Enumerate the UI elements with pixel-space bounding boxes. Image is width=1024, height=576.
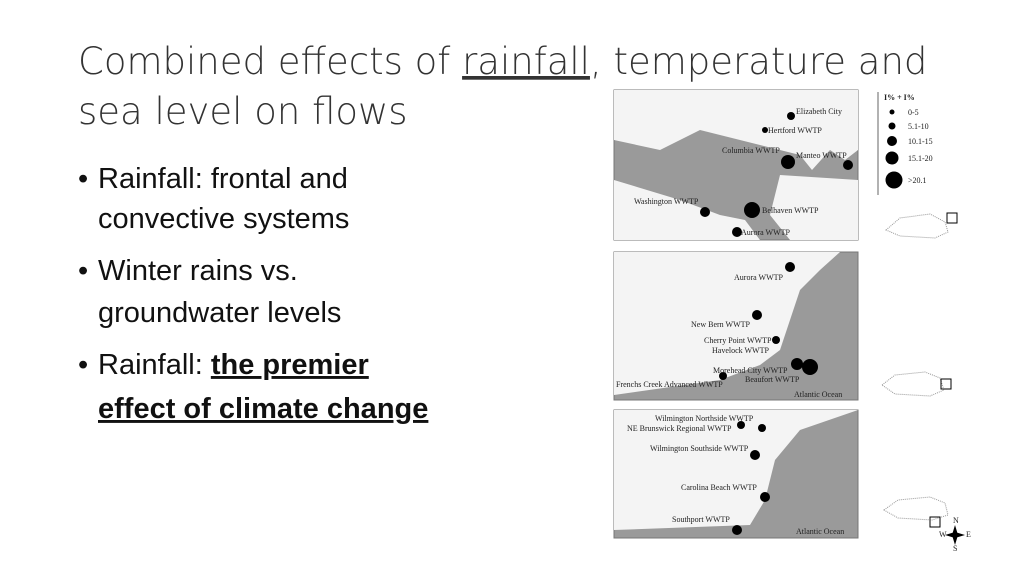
- bullet-emphasis: the premier: [211, 349, 369, 381]
- legend-item: 5.1-10: [908, 122, 929, 131]
- map-label: Morehead City WWTP: [713, 366, 788, 375]
- map-label: Aurora WWTP: [741, 228, 791, 237]
- compass-label: E: [966, 530, 971, 539]
- bullet-prefix: Rainfall:: [98, 349, 211, 381]
- legend-item: 15.1-20: [908, 154, 933, 163]
- map-label: Aurora WWTP: [734, 273, 784, 282]
- map-label: Havelock WWTP: [712, 346, 769, 355]
- map-labels: Elizabeth City Hertford WWTP Columbia WW…: [616, 107, 847, 536]
- site-dot: [744, 202, 760, 218]
- legend-item: 10.1-15: [908, 137, 933, 146]
- bullet-text: Rainfall: frontal and: [98, 163, 348, 195]
- legend-title: I% + I%: [884, 93, 915, 102]
- title-part: , temperature and: [590, 40, 927, 83]
- site-dot: [781, 155, 795, 169]
- bullet-dot: •: [78, 163, 88, 195]
- site-dot: [750, 450, 760, 460]
- site-dot: [719, 372, 727, 380]
- site-dot: [732, 525, 742, 535]
- site-dot: [785, 262, 795, 272]
- map-panel: [613, 251, 859, 401]
- bullet-text: groundwater levels: [98, 297, 341, 329]
- map-label: Elizabeth City: [796, 107, 842, 116]
- bullet-dot: •: [78, 255, 88, 287]
- legend-item: >20.1: [908, 176, 927, 185]
- site-dot: [700, 207, 710, 217]
- compass-label: N: [953, 516, 959, 525]
- bullet-dot: •: [78, 349, 88, 381]
- title-part: rainfall: [462, 40, 590, 83]
- map-label: New Bern WWTP: [691, 320, 751, 329]
- site-dot: [772, 336, 780, 344]
- site-dot: [760, 492, 770, 502]
- sites: [700, 112, 853, 535]
- map-label: NE Brunswick Regional WWTP: [627, 424, 732, 433]
- site-dot: [762, 127, 768, 133]
- site-dot: [737, 421, 745, 429]
- site-dot: [752, 310, 762, 320]
- inset-boxes: [929, 212, 958, 528]
- site-dot: [787, 112, 795, 120]
- map-label: Frenchs Creek Advanced WWTP: [616, 380, 723, 389]
- map-label: Cherry Point WWTP: [704, 336, 772, 345]
- bullet-text: Rainfall: the premier: [98, 349, 369, 381]
- map-label: Columbia WWTP: [722, 146, 780, 155]
- bullet-emphasis: effect of climate change: [98, 393, 428, 425]
- title-part: Combined effects of: [78, 40, 462, 83]
- compass-label: W: [939, 530, 947, 539]
- map-label: Belhaven WWTP: [762, 206, 819, 215]
- compass-label: S: [953, 544, 957, 553]
- map-label: Southport WWTP: [672, 515, 730, 524]
- title: sea level on flows: [78, 90, 408, 133]
- bullet-text: convective systems: [98, 203, 349, 235]
- site-dot: [843, 160, 853, 170]
- map-label: Atlantic Ocean: [794, 390, 842, 399]
- inset-maps: [881, 213, 949, 521]
- map-label: Hertford WWTP: [768, 126, 822, 135]
- map-label: Wilmington Northside WWTP: [655, 414, 754, 423]
- compass: N E S W: [939, 516, 971, 553]
- map-label: Atlantic Ocean: [796, 527, 844, 536]
- map-label: Carolina Beach WWTP: [681, 483, 757, 492]
- map-label: Wilmington Southside WWTP: [650, 444, 749, 453]
- bullet-text: Winter rains vs.: [98, 255, 298, 287]
- bullets: • Rainfall: frontal and convective syste…: [78, 163, 428, 425]
- map-label: Manteo WWTP: [796, 151, 847, 160]
- map-label: Beaufort WWTP: [745, 375, 800, 384]
- title: Combined effects of rainfall, temperatur…: [78, 40, 927, 83]
- map-panel: [613, 89, 859, 241]
- legend-item: 0-5: [908, 108, 919, 117]
- site-dot: [758, 424, 766, 432]
- legend: I% + I% 0-5 5.1-10 10.1-15 15.1-20 >20.1: [877, 92, 933, 195]
- map-label: Washington WWTP: [634, 197, 699, 206]
- site-dot: [791, 358, 803, 370]
- site-dot: [802, 359, 818, 375]
- site-dot: [732, 227, 742, 237]
- map-panel: [613, 409, 859, 539]
